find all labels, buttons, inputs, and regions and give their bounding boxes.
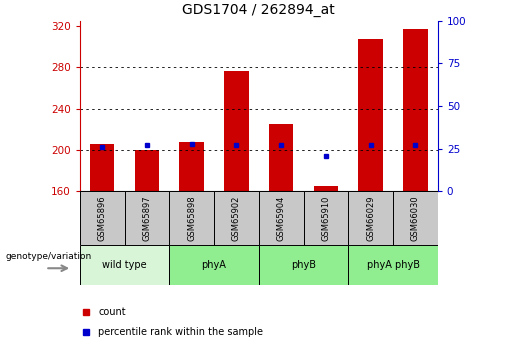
Text: phyA phyB: phyA phyB — [367, 260, 420, 270]
Bar — [269, 124, 294, 191]
Text: phyB: phyB — [291, 260, 316, 270]
Text: GSM65904: GSM65904 — [277, 196, 286, 241]
Text: GSM66030: GSM66030 — [411, 195, 420, 241]
Title: GDS1704 / 262894_at: GDS1704 / 262894_at — [182, 3, 335, 17]
Bar — [259, 191, 303, 245]
Bar — [179, 142, 204, 191]
Bar — [169, 245, 259, 285]
Bar — [134, 150, 159, 191]
Bar — [90, 144, 114, 191]
Text: GSM65897: GSM65897 — [143, 195, 151, 241]
Bar — [348, 245, 438, 285]
Bar — [348, 191, 393, 245]
Text: GSM65896: GSM65896 — [98, 195, 107, 241]
Bar — [358, 39, 383, 191]
Bar — [403, 29, 427, 191]
Text: phyA: phyA — [201, 260, 227, 270]
Text: wild type: wild type — [102, 260, 147, 270]
Text: GSM66029: GSM66029 — [366, 196, 375, 241]
Text: GSM65898: GSM65898 — [187, 195, 196, 241]
Text: GSM65910: GSM65910 — [321, 196, 331, 241]
Text: genotype/variation: genotype/variation — [5, 252, 91, 261]
Bar — [169, 191, 214, 245]
Bar — [259, 245, 348, 285]
Text: percentile rank within the sample: percentile rank within the sample — [98, 327, 263, 337]
Bar — [224, 71, 249, 191]
Bar — [214, 191, 259, 245]
Text: count: count — [98, 307, 126, 317]
Bar — [125, 191, 169, 245]
Bar — [303, 191, 348, 245]
Text: GSM65902: GSM65902 — [232, 196, 241, 241]
Bar — [393, 191, 438, 245]
Bar — [314, 186, 338, 191]
Bar — [80, 191, 125, 245]
Bar — [80, 245, 169, 285]
